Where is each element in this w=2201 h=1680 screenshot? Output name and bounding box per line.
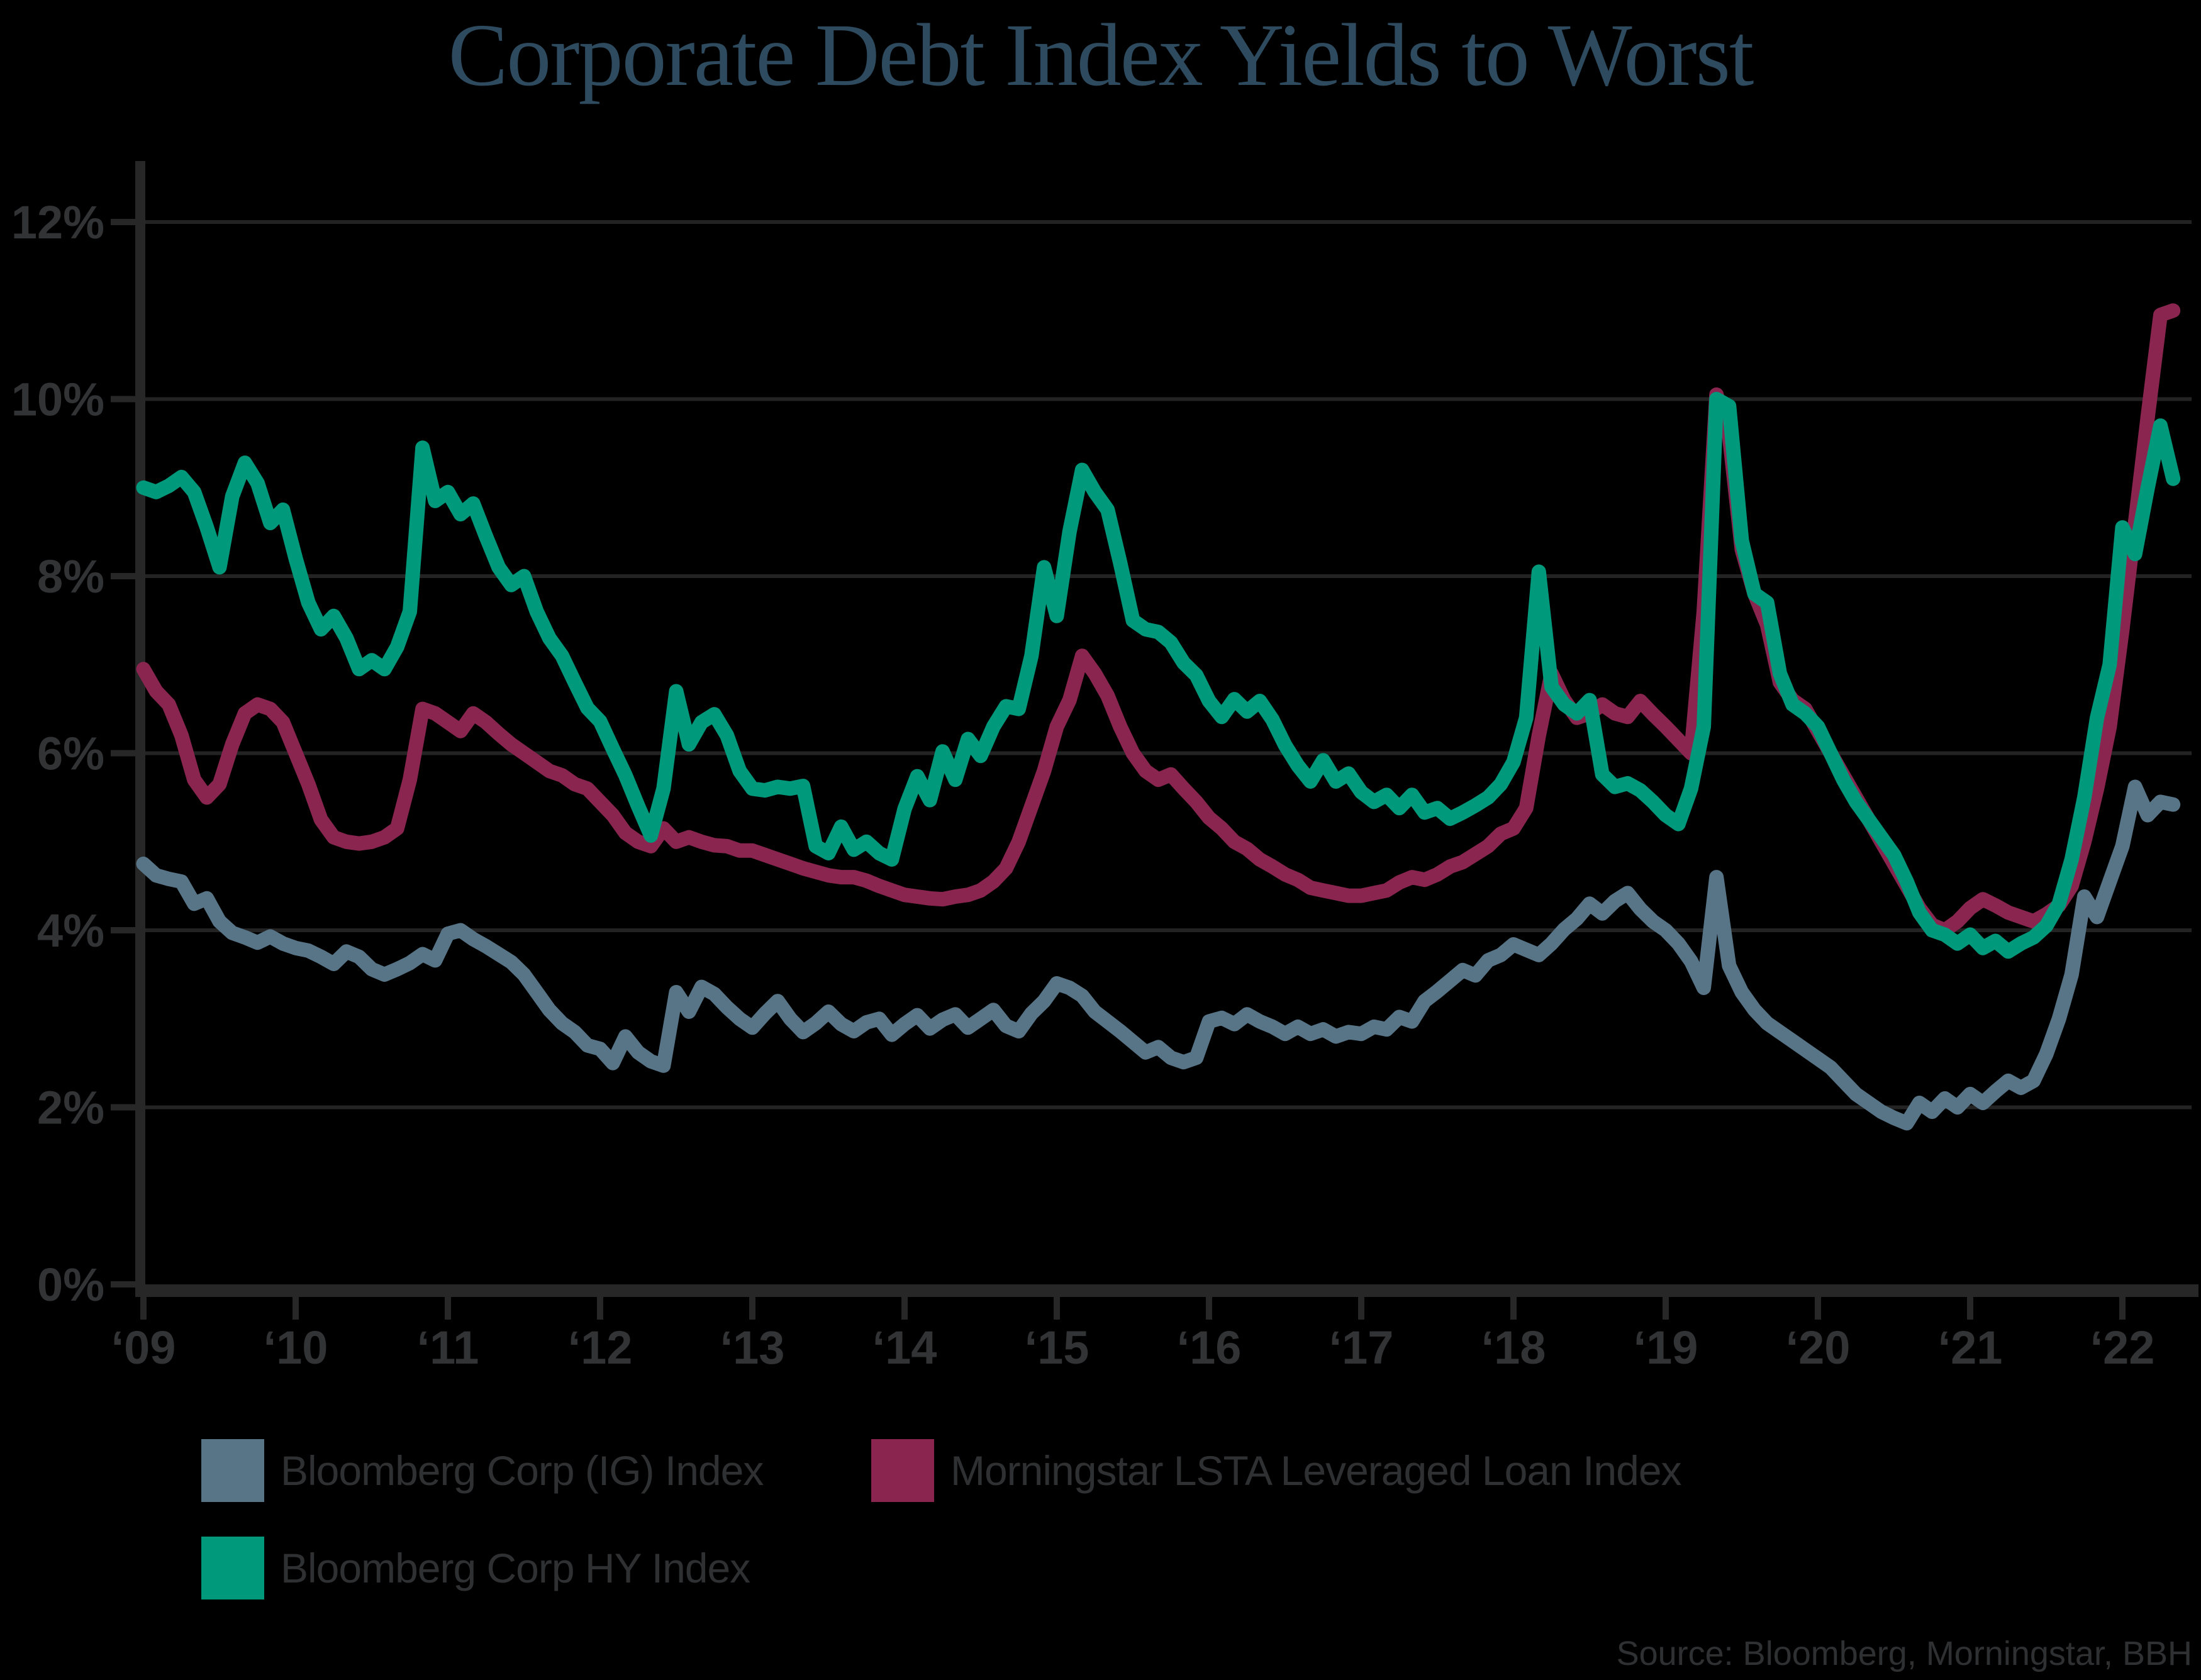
legend-item-ig-index: Bloomberg Corp (IG) Index: [201, 1439, 764, 1502]
x-axis-label-11: ‘11: [417, 1321, 479, 1374]
y-axis-label-2pct: 2%: [37, 1082, 104, 1134]
x-axis-label-15: ‘15: [1025, 1321, 1089, 1374]
x-axis-label-09: ‘09: [111, 1321, 176, 1374]
x-tick-18: [1510, 1297, 1517, 1320]
x-tick-20: [1815, 1297, 1821, 1320]
x-axis-label-12: ‘12: [568, 1321, 633, 1374]
x-tick-13: [749, 1297, 755, 1320]
gridline-12pct: [143, 220, 2192, 224]
y-tick-0pct: [111, 1281, 135, 1288]
gridline-4pct: [143, 928, 2192, 932]
x-axis-label-17: ‘17: [1329, 1321, 1394, 1374]
x-tick-16: [1206, 1297, 1212, 1320]
y-axis-label-8pct: 8%: [37, 550, 104, 603]
legend-item-hy-index: Bloomberg Corp HY Index: [201, 1537, 750, 1599]
y-axis-label-6pct: 6%: [37, 728, 104, 780]
y-tick-12pct: [111, 219, 135, 225]
x-axis-label-20: ‘20: [1786, 1321, 1851, 1374]
x-axis-label-18: ‘18: [1481, 1321, 1546, 1374]
ig-index-label: Bloomberg Corp (IG) Index: [281, 1447, 764, 1494]
ig-index-swatch: [201, 1439, 264, 1502]
x-tick-12: [597, 1297, 603, 1320]
x-axis-label-19: ‘19: [1634, 1321, 1698, 1374]
x-tick-19: [1663, 1297, 1669, 1320]
y-axis-label-4pct: 4%: [37, 904, 104, 957]
x-tick-22: [2119, 1297, 2126, 1320]
hy-index-swatch: [201, 1537, 264, 1599]
source-attribution: Source: Bloomberg, Morningstar, BBH: [1616, 1635, 2192, 1672]
series-line-ig: [136, 779, 2181, 1131]
y-tick-10pct: [111, 396, 135, 403]
x-tick-17: [1358, 1297, 1364, 1320]
chart-title: Corporate Debt Index Yields to Worst: [448, 5, 1754, 104]
gridline-2pct: [143, 1105, 2192, 1110]
leveraged-loan-label: Morningstar LSTA Leveraged Loan Index: [950, 1447, 1682, 1494]
x-axis-label-22: ‘22: [2090, 1321, 2155, 1374]
series-line-hy: [136, 392, 2181, 959]
x-axis-label-10: ‘10: [264, 1321, 328, 1374]
y-axis-label-12pct: 12%: [11, 196, 104, 248]
x-tick-09: [140, 1297, 147, 1320]
legend-item-leveraged-loan-index: Morningstar LSTA Leveraged Loan Index: [871, 1439, 1682, 1502]
y-axis-line: [135, 161, 145, 1297]
gridline-6pct: [143, 751, 2192, 755]
x-axis-label-16: ‘16: [1177, 1321, 1242, 1374]
gridline-8pct: [143, 574, 2192, 578]
y-tick-2pct: [111, 1104, 135, 1111]
x-axis-label-13: ‘13: [720, 1321, 785, 1374]
y-axis-label-10pct: 10%: [11, 374, 104, 426]
gridline-10pct: [143, 397, 2192, 401]
x-tick-21: [1967, 1297, 1973, 1320]
y-tick-4pct: [111, 927, 135, 933]
x-axis-line: [135, 1284, 2198, 1297]
x-tick-14: [901, 1297, 908, 1320]
x-tick-10: [293, 1297, 299, 1320]
x-axis-label-21: ‘21: [1938, 1321, 2003, 1374]
y-tick-8pct: [111, 573, 135, 579]
series-line-leveraged-loan: [136, 303, 2181, 938]
x-tick-15: [1054, 1297, 1060, 1320]
x-tick-11: [445, 1297, 451, 1320]
y-axis-label-0pct: 0%: [37, 1259, 104, 1311]
y-tick-6pct: [111, 750, 135, 757]
hy-index-label: Bloomberg Corp HY Index: [281, 1545, 750, 1591]
leveraged-loan-swatch: [871, 1439, 934, 1502]
x-axis-label-14: ‘14: [872, 1321, 937, 1374]
